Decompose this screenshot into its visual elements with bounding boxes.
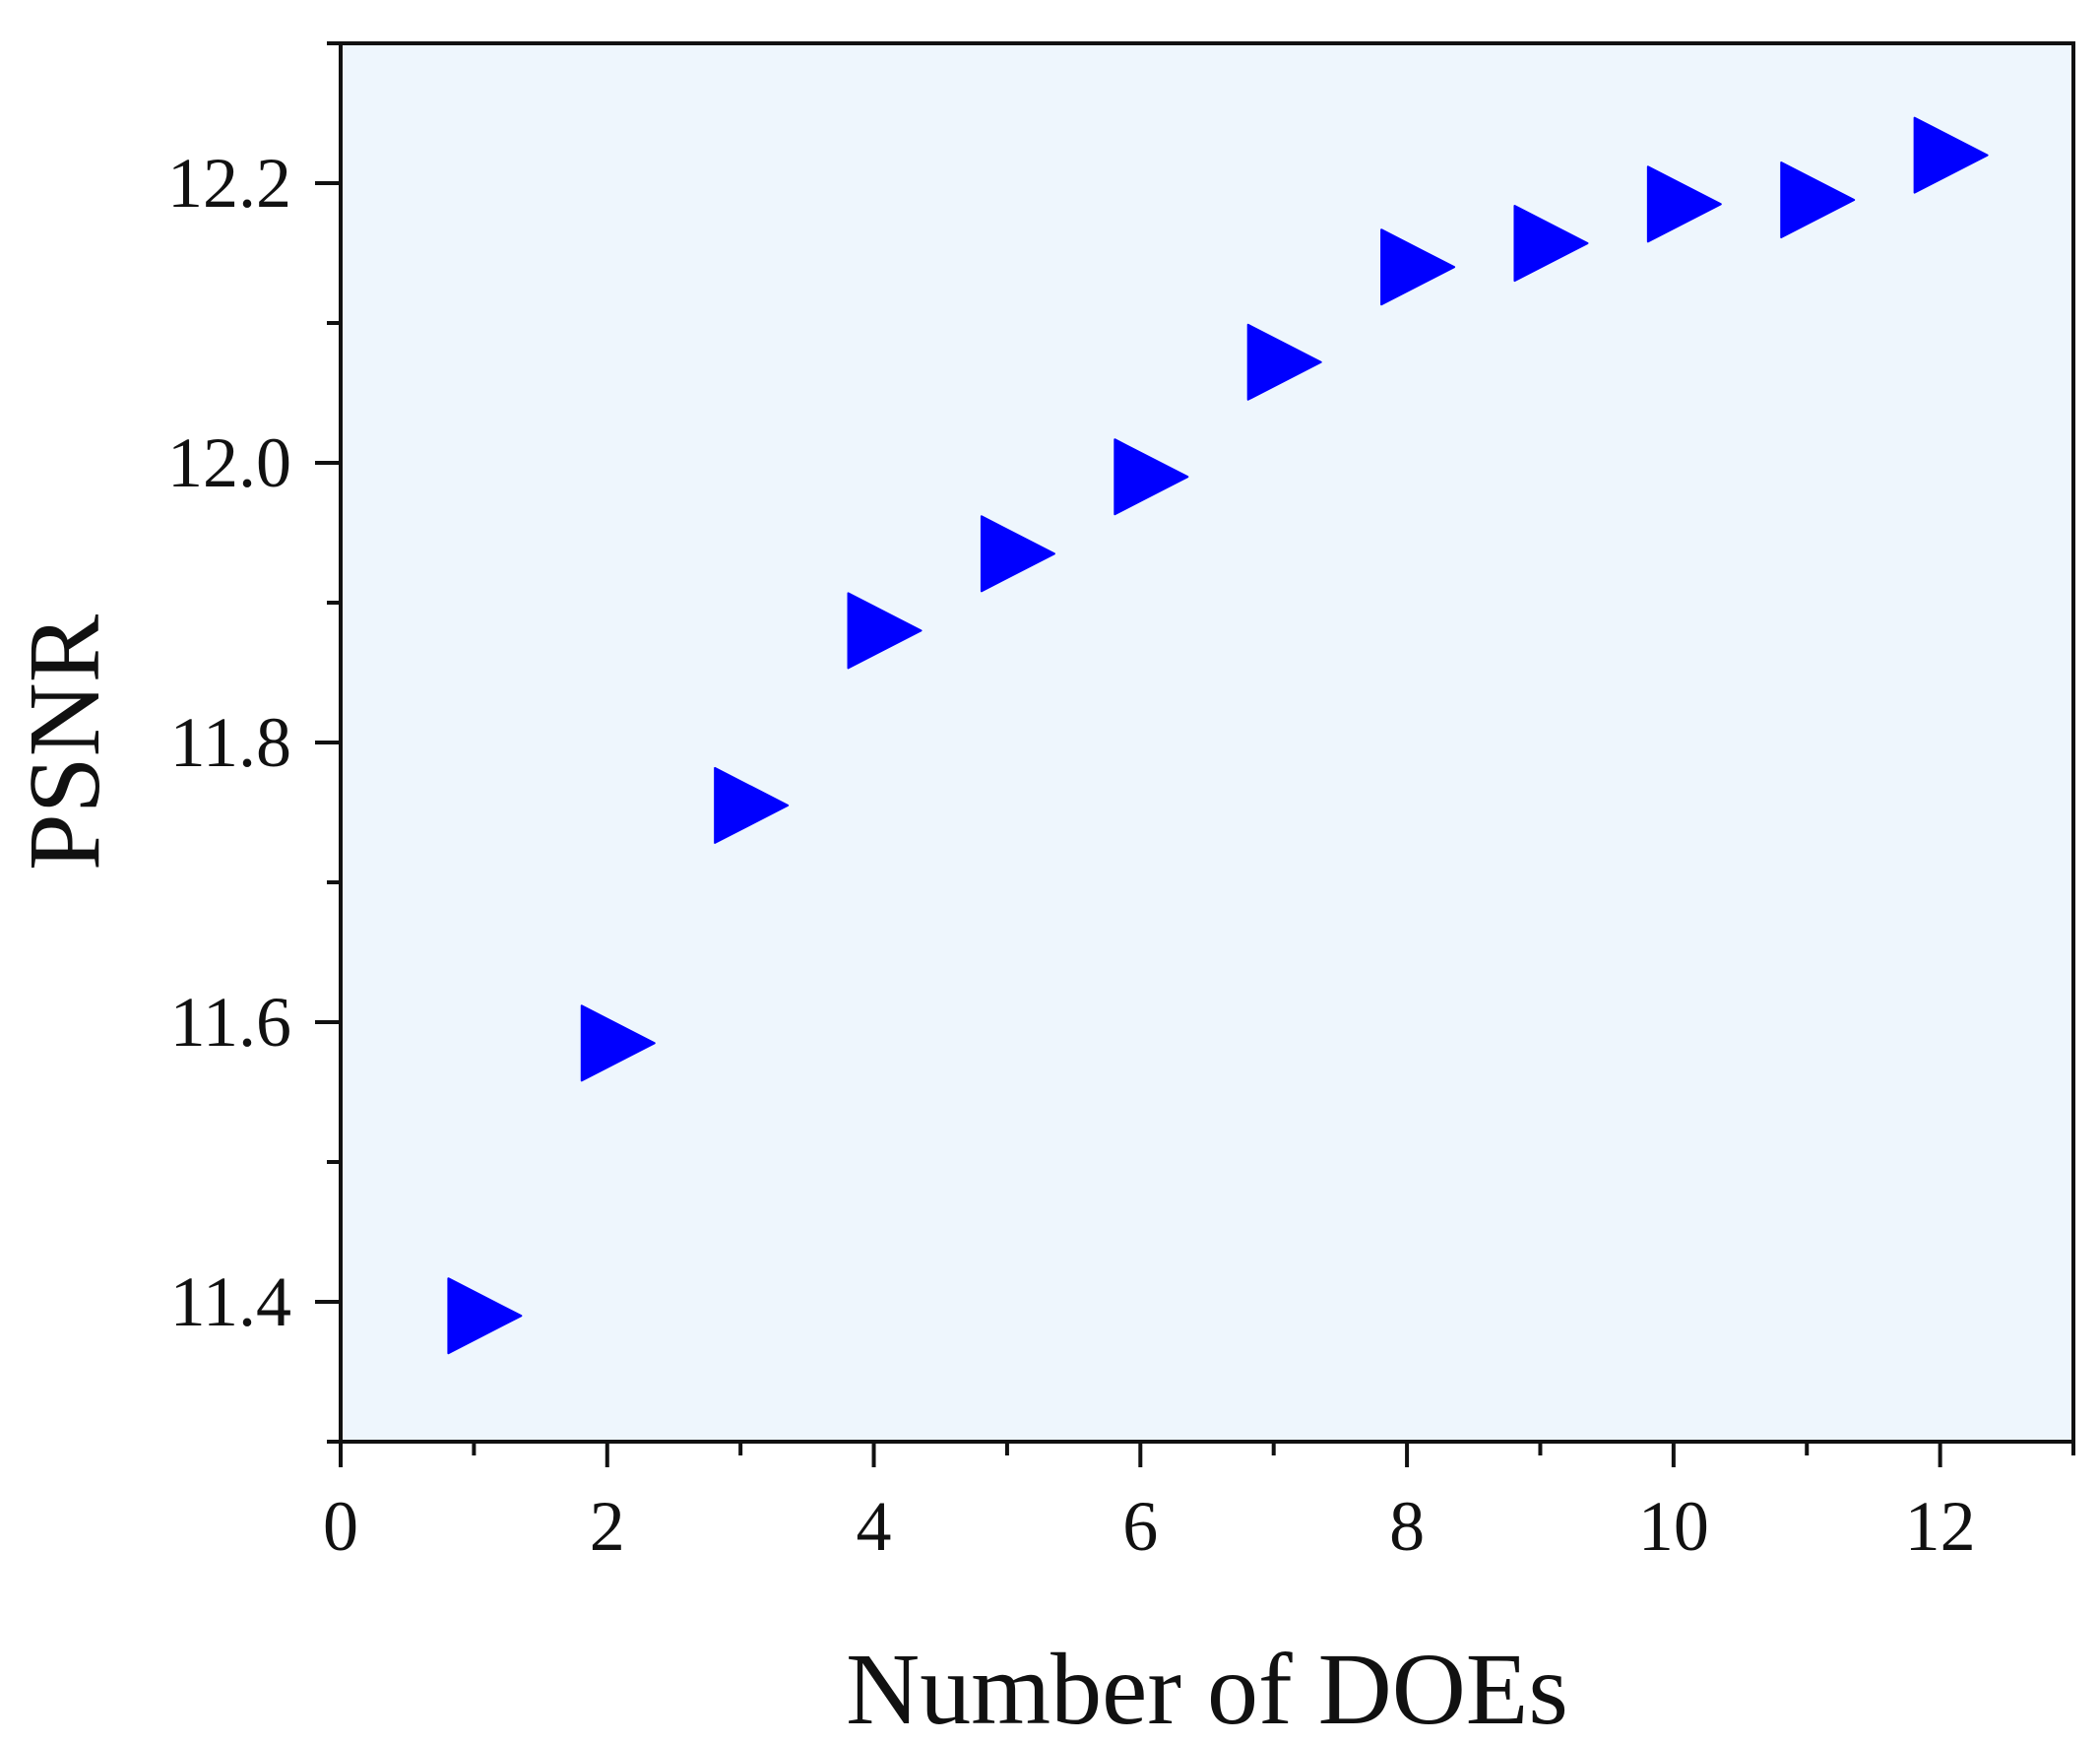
- data-point: [580, 1004, 656, 1082]
- y-tick-label: 11.6: [170, 983, 291, 1062]
- data-point: [447, 1277, 523, 1355]
- data-point: [1513, 205, 1589, 283]
- tick-labels: 0 2 4 6 8 10 12 11.4 11.6 11.8 12.0 12.2: [167, 144, 1976, 1566]
- x-tick-label: 8: [1389, 1487, 1425, 1566]
- data-point: [1246, 323, 1322, 401]
- x-tick-label: 10: [1638, 1487, 1709, 1566]
- y-tick-label: 12.2: [167, 144, 291, 223]
- data-point: [1780, 161, 1856, 239]
- data-point: [1913, 116, 1989, 194]
- x-tick-label: 12: [1905, 1487, 1976, 1566]
- data-point: [1646, 165, 1722, 243]
- x-tick-label: 2: [590, 1487, 625, 1566]
- y-tick-label: 11.4: [170, 1262, 291, 1341]
- data-point: [1380, 228, 1456, 306]
- plot-area: [341, 43, 2073, 1442]
- data-point: [847, 592, 923, 670]
- ticks: [315, 41, 2075, 1467]
- y-tick-label: 11.8: [170, 703, 291, 782]
- data-point: [980, 515, 1055, 593]
- data-points: [447, 116, 1989, 1355]
- x-tick-label: 6: [1122, 1487, 1158, 1566]
- x-axis-title: Number of DOEs: [846, 1633, 1568, 1743]
- x-tick-label: 0: [323, 1487, 358, 1566]
- data-point: [714, 766, 790, 844]
- y-axis-title: PSNR: [8, 613, 121, 871]
- x-tick-label: 4: [857, 1487, 892, 1566]
- data-point: [1114, 438, 1189, 516]
- y-tick-label: 12.0: [167, 423, 291, 502]
